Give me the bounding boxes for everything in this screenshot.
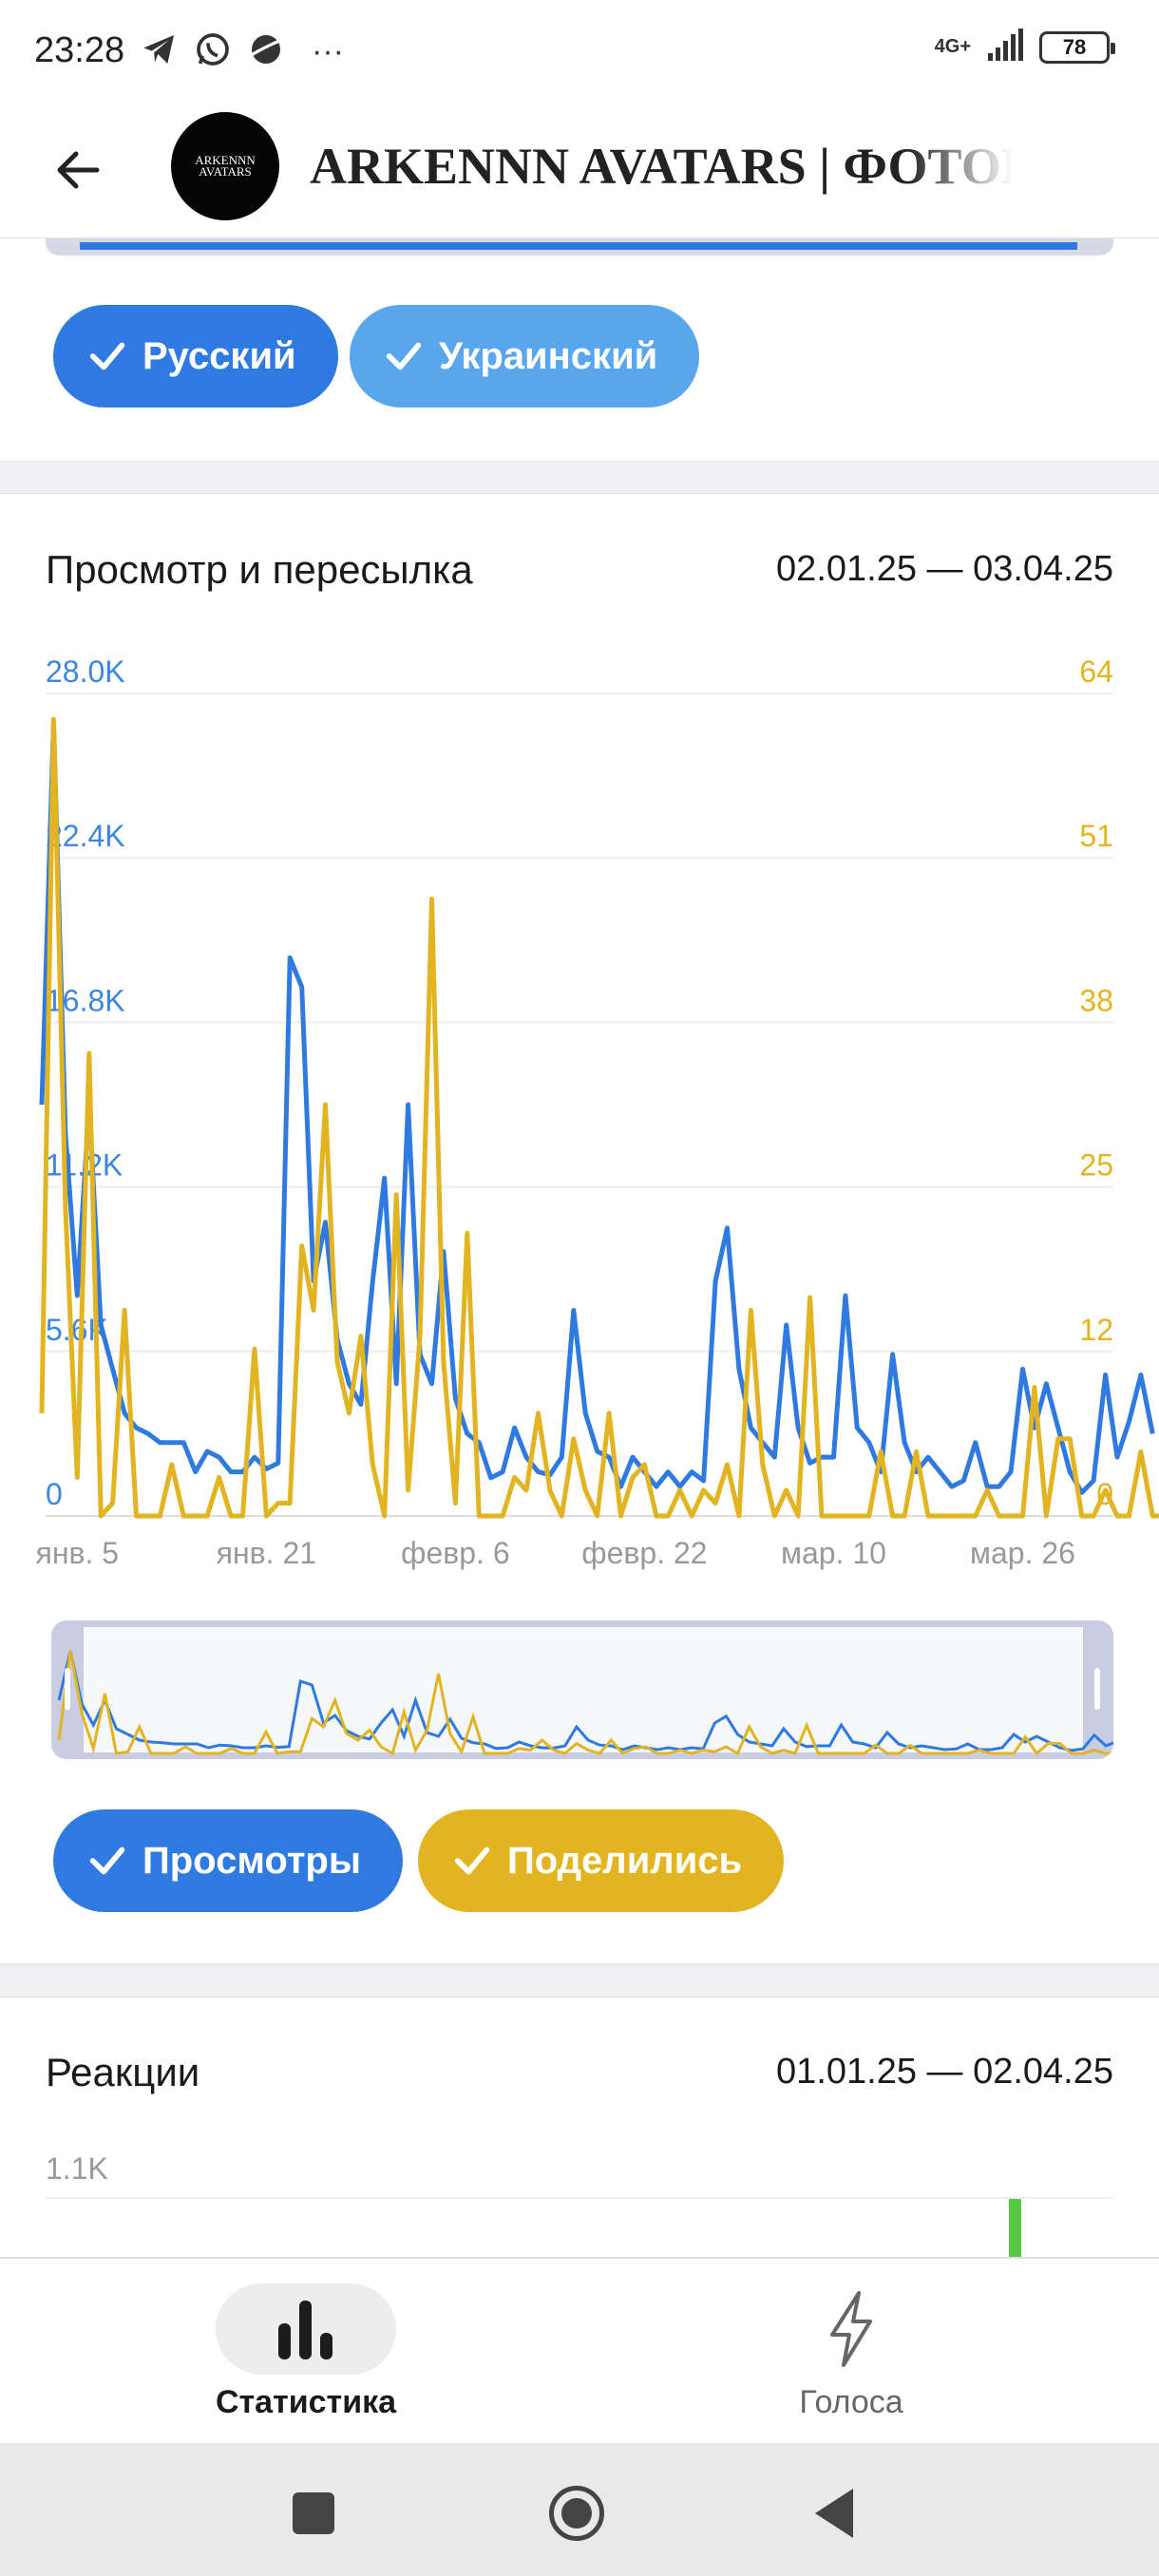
check-icon — [386, 342, 422, 370]
chart-range-selector[interactable] — [51, 1620, 1113, 1759]
battery-indicator: 78 — [1039, 30, 1115, 64]
bottom-navigation: Статистика Голоса — [0, 2257, 1159, 2443]
network-label: 4G+ — [934, 36, 971, 57]
home-button[interactable] — [549, 2486, 604, 2541]
views-card-title: Просмотр и пересылка — [46, 547, 473, 592]
minimap-series — [57, 1650, 1113, 1752]
section-divider — [0, 1963, 1159, 1998]
chip-russian[interactable]: Русский — [53, 305, 338, 407]
reactions-card-range[interactable]: 01.01.25 — 02.04.25 — [776, 2052, 1113, 2092]
x-axis-tick: февр. 6 — [401, 1536, 510, 1570]
system-navigation-bar — [0, 2443, 1159, 2576]
toggle-shares[interactable]: Поделились — [418, 1809, 785, 1912]
x-axis-tick: мар. 10 — [781, 1536, 886, 1570]
toggle-label: Поделились — [507, 1839, 743, 1882]
reactions-bar — [1009, 2199, 1021, 2258]
left-axis-tick: 16.8K — [46, 983, 125, 1017]
signal-icon — [986, 28, 1024, 66]
language-section: Русский Украинский — [0, 237, 1159, 461]
right-axis-tick: 38 — [1079, 983, 1113, 1017]
left-axis-tick: 28.0K — [46, 654, 125, 689]
nav-votes-pill — [761, 2283, 941, 2375]
nav-statistics-label: Статистика — [215, 2384, 397, 2420]
nav-votes-label: Голоса — [799, 2384, 903, 2420]
minimap-right-handle[interactable] — [1094, 1668, 1100, 1710]
reactions-y-tick: 1.1K — [46, 2151, 108, 2186]
lightning-icon — [830, 2291, 872, 2367]
minimap-series — [57, 1650, 1113, 1756]
reactions-card-title: Реакции — [46, 2050, 200, 2094]
app-header: ARKENNN AVATARS ARKENNN AVATARS | ФОТОВ — [0, 104, 1159, 237]
minimap-lines — [57, 1650, 1113, 1756]
left-axis-tick: 0 — [46, 1477, 63, 1511]
check-icon — [89, 342, 125, 370]
status-bar: 23:28 ··· 4G+ 78 — [0, 0, 1159, 104]
recents-button[interactable] — [293, 2492, 334, 2534]
check-icon — [89, 1847, 125, 1875]
chip-ukrainian[interactable]: Украинский — [350, 305, 700, 407]
x-axis-tick: янв. 21 — [217, 1536, 316, 1570]
back-nav-button[interactable] — [815, 2489, 853, 2538]
section-divider — [0, 461, 1159, 494]
minimap-left-handle[interactable] — [65, 1668, 70, 1710]
check-icon — [454, 1847, 490, 1875]
more-notifications-icon: ··· — [312, 33, 344, 69]
previous-chart-range-bar — [46, 238, 1113, 256]
system-indicators: 4G+ 78 — [934, 28, 1115, 66]
x-axis-tick: февр. 22 — [581, 1536, 707, 1570]
series-line-shares — [39, 716, 1159, 1519]
telegram-icon — [141, 30, 179, 73]
toggle-label: Просмотры — [142, 1839, 362, 1882]
arrow-left-icon — [57, 151, 100, 189]
notification-icons: ··· — [141, 30, 344, 73]
toggle-views[interactable]: Просмотры — [53, 1809, 404, 1912]
right-axis-tick: 25 — [1079, 1148, 1113, 1183]
reactions-gridline — [46, 2197, 1113, 2199]
chip-label: Русский — [142, 334, 296, 377]
series-line-views — [39, 720, 1155, 1495]
back-button[interactable] — [48, 137, 114, 203]
channel-avatar[interactable]: ARKENNN AVATARS — [171, 112, 279, 220]
status-time: 23:28 — [34, 30, 125, 70]
planet-icon — [247, 30, 285, 73]
nav-statistics-pill — [216, 2283, 396, 2375]
x-axis-tick: янв. 5 — [36, 1536, 120, 1570]
views-card-range[interactable]: 02.01.25 — 03.04.25 — [776, 549, 1113, 589]
whatsapp-icon — [194, 30, 232, 73]
nav-statistics[interactable]: Статистика — [116, 2259, 496, 2445]
channel-title[interactable]: ARKENNN AVATARS | ФОТОВ — [310, 138, 1013, 195]
right-axis-tick: 12 — [1079, 1313, 1113, 1347]
chip-label: Украинский — [439, 334, 658, 377]
bar-chart-icon — [278, 2301, 332, 2359]
right-axis-tick: 51 — [1079, 819, 1113, 853]
x-axis-tick: мар. 26 — [970, 1536, 1075, 1570]
nav-votes[interactable]: Голоса — [661, 2259, 1041, 2445]
right-axis-tick: 64 — [1079, 654, 1113, 689]
